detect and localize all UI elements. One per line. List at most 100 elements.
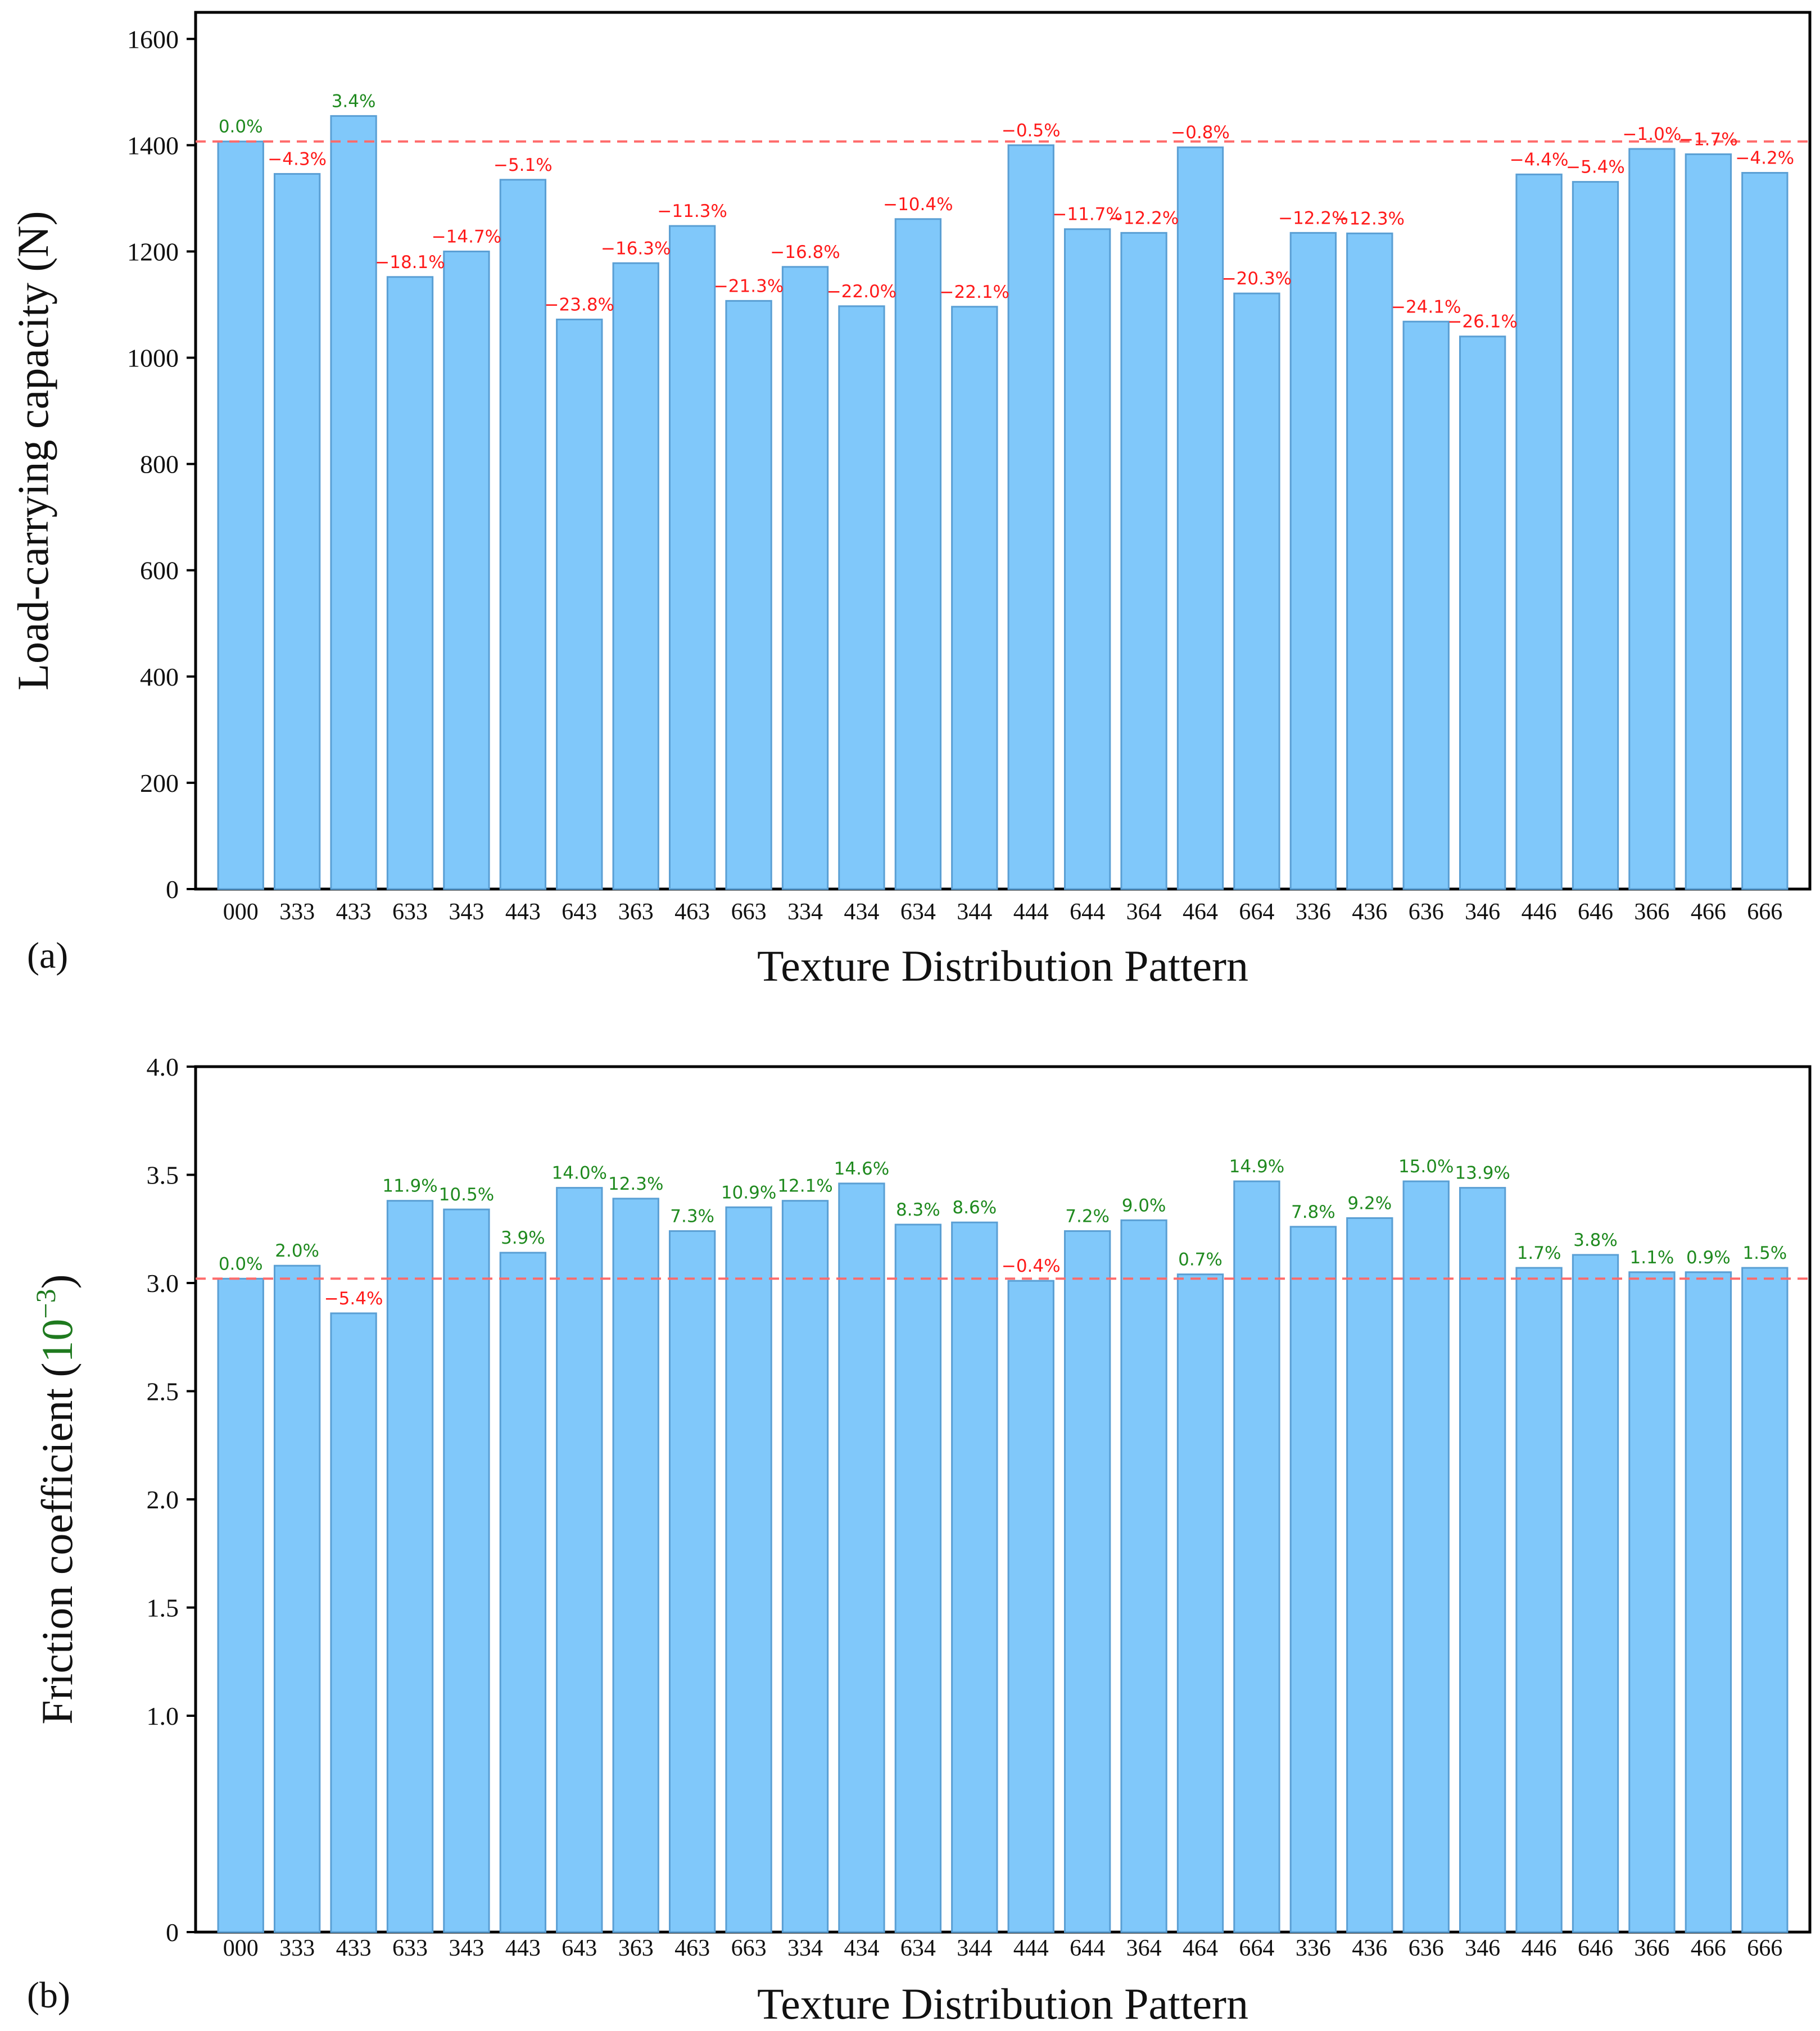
y-tick-label: 1600 — [127, 25, 179, 53]
x-tick-label: 444 — [1013, 1935, 1049, 1961]
bar — [443, 1208, 490, 1933]
data-label: −12.2% — [1109, 208, 1179, 228]
x-tick-label: 634 — [900, 1935, 936, 1961]
x-tick-label: 633 — [392, 899, 428, 925]
bar — [1289, 1226, 1337, 1933]
y-tick-label: 1000 — [127, 344, 179, 373]
data-label: 10.9% — [721, 1182, 776, 1203]
panel-a-bars — [196, 115, 1810, 890]
bar — [330, 1312, 377, 1933]
bar — [1346, 1217, 1393, 1933]
x-tick-label: 434 — [844, 1935, 879, 1961]
bar — [1685, 1271, 1732, 1933]
data-label: 0.7% — [1178, 1250, 1223, 1270]
panel-b-y-axis-title: Friction coefficient (10−3) — [30, 1274, 82, 1724]
data-label: 14.0% — [552, 1163, 607, 1184]
panel-b-data-labels: 0.0% 2.0% −5.4% 11.9% 10.5% 3.9% 14.0%12.3% 7.3… — [219, 1157, 1787, 1309]
x-tick-label: 364 — [1126, 1935, 1162, 1961]
panel-a-category-labels: 000 333 433 633 343 443 643 363 463 663 334 434 634 3… — [223, 899, 1783, 925]
x-tick-label: 334 — [787, 1935, 823, 1961]
data-label: −12.3% — [1335, 208, 1405, 229]
x-tick-label: 636 — [1409, 1935, 1444, 1961]
y-tick-label: 200 — [140, 769, 179, 797]
data-label: 1.7% — [1517, 1243, 1561, 1263]
bar — [781, 1200, 829, 1933]
y-tick-label: 1200 — [127, 237, 179, 266]
data-label: −11.3% — [657, 201, 727, 221]
bar — [725, 300, 772, 890]
bar — [1007, 1280, 1054, 1933]
bar — [1572, 181, 1619, 890]
data-label: −23.8% — [545, 294, 614, 315]
panel-b-y-axis-unit-exp: −3 — [30, 1289, 61, 1318]
panel-b-y-axis-title-close: ) — [33, 1274, 82, 1289]
bar — [1572, 1254, 1619, 1933]
data-label: −16.3% — [601, 238, 671, 259]
data-label: 0.0% — [219, 117, 263, 137]
data-label: 12.1% — [777, 1176, 832, 1196]
data-label: 14.6% — [834, 1159, 889, 1179]
panel-b-y-axis: 0 1.0 1.5 2.0 2.5 3.0 3.5 4.0 — [147, 1053, 196, 1947]
x-tick-label: 463 — [674, 1935, 710, 1961]
bar — [668, 225, 716, 890]
data-label: 7.2% — [1065, 1207, 1110, 1227]
bar — [1120, 1219, 1167, 1933]
x-tick-label: 644 — [1070, 1935, 1105, 1961]
y-tick-label: 3.0 — [147, 1269, 179, 1298]
data-label: −24.1% — [1391, 297, 1461, 317]
bar — [273, 1264, 321, 1933]
bar — [1515, 173, 1563, 890]
bar — [1402, 320, 1450, 890]
x-tick-label: 643 — [562, 899, 597, 925]
data-label: −1.0% — [1623, 124, 1682, 144]
bar — [1289, 232, 1337, 890]
bar — [1741, 172, 1789, 890]
data-label: −16.8% — [770, 242, 840, 262]
data-label: −1.7% — [1679, 129, 1738, 149]
panel-a-load-capacity-chart: 0 200 400 600 800 1000 1200 1400 1600 0.0%−4.3% 3… — [8, 11, 1812, 990]
bar — [1063, 228, 1111, 890]
data-label: 9.2% — [1347, 1194, 1392, 1214]
x-tick-label: 000 — [223, 1935, 259, 1961]
bar — [1176, 146, 1224, 890]
data-label: 11.9% — [382, 1176, 437, 1196]
bar — [217, 1277, 264, 1933]
bar — [1459, 1187, 1506, 1933]
bar — [781, 266, 829, 890]
bar — [1741, 1267, 1789, 1933]
data-label: 3.4% — [332, 91, 376, 111]
data-label: 3.8% — [1573, 1230, 1618, 1250]
data-label: 3.9% — [501, 1228, 545, 1248]
panel-a-data-labels: 0.0%−4.3% 3.4% −18.1% −14.7% −5.1% −23.8% −16.… — [219, 91, 1794, 332]
bar — [1176, 1273, 1224, 1933]
bar — [443, 250, 490, 890]
x-tick-label: 364 — [1126, 899, 1162, 925]
data-label: 8.6% — [952, 1198, 997, 1218]
y-tick-label: 2.0 — [147, 1485, 179, 1514]
x-tick-label: 666 — [1747, 899, 1782, 925]
data-label: 1.1% — [1630, 1248, 1674, 1268]
bar — [612, 1198, 659, 1933]
data-label: −22.0% — [827, 282, 897, 302]
data-label: −0.8% — [1171, 123, 1230, 143]
x-tick-label: 443 — [505, 1935, 541, 1961]
x-tick-label: 336 — [1296, 899, 1331, 925]
bar — [499, 1252, 547, 1933]
x-tick-label: 433 — [336, 899, 372, 925]
bar — [217, 140, 264, 890]
data-label: 10.5% — [439, 1185, 494, 1205]
x-tick-label: 334 — [787, 899, 823, 925]
x-tick-label: 000 — [223, 899, 259, 925]
data-label: −22.1% — [940, 282, 1009, 302]
bar — [951, 306, 998, 890]
y-tick-label: 1400 — [127, 131, 179, 160]
bar — [1063, 1230, 1111, 1933]
x-tick-label: 333 — [279, 899, 315, 925]
y-tick-label: 0 — [166, 875, 179, 904]
bar — [838, 1182, 885, 1933]
x-tick-label: 644 — [1070, 899, 1105, 925]
x-tick-label: 646 — [1578, 1935, 1613, 1961]
x-tick-label: 363 — [618, 899, 654, 925]
x-tick-label: 466 — [1691, 899, 1726, 925]
